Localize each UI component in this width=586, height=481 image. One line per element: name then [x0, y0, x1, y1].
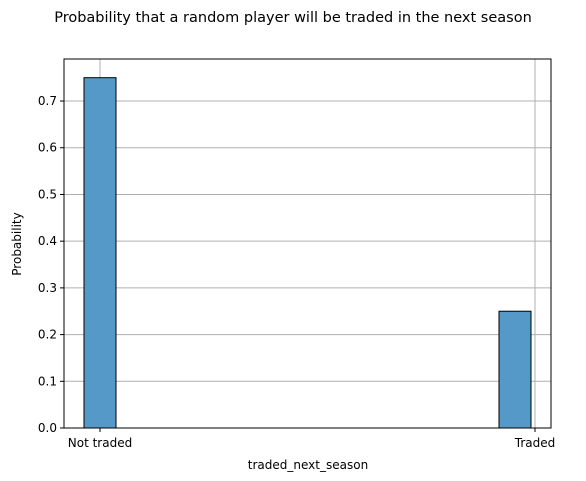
y-tick-label: 0.5 — [38, 187, 57, 201]
y-tick-label: 0.3 — [38, 281, 57, 295]
y-tick-label: 0.7 — [38, 94, 57, 108]
bar-traded — [498, 310, 532, 429]
y-tick-label: 0.4 — [38, 234, 57, 248]
bars — [83, 77, 532, 429]
plot-frame — [63, 58, 552, 429]
y-tick-label: 0.2 — [38, 328, 57, 342]
x-tick-label: Traded — [514, 436, 555, 450]
y-axis-label: Probability — [10, 212, 24, 275]
grid-lines — [64, 59, 551, 429]
x-axis-label: traded_next_season — [248, 458, 368, 472]
bar-not-traded — [83, 77, 117, 429]
chart-title: Probability that a random player will be… — [54, 10, 532, 26]
y-tick-label: 0.0 — [38, 421, 57, 435]
y-axis: 0.0 0.1 0.2 0.3 0.4 0.5 0.6 0.7 — [38, 94, 64, 435]
x-axis: Not traded Traded — [68, 428, 555, 450]
x-tick-label: Not traded — [68, 436, 132, 450]
y-tick-label: 0.6 — [38, 141, 57, 155]
y-tick-label: 0.1 — [38, 374, 57, 388]
